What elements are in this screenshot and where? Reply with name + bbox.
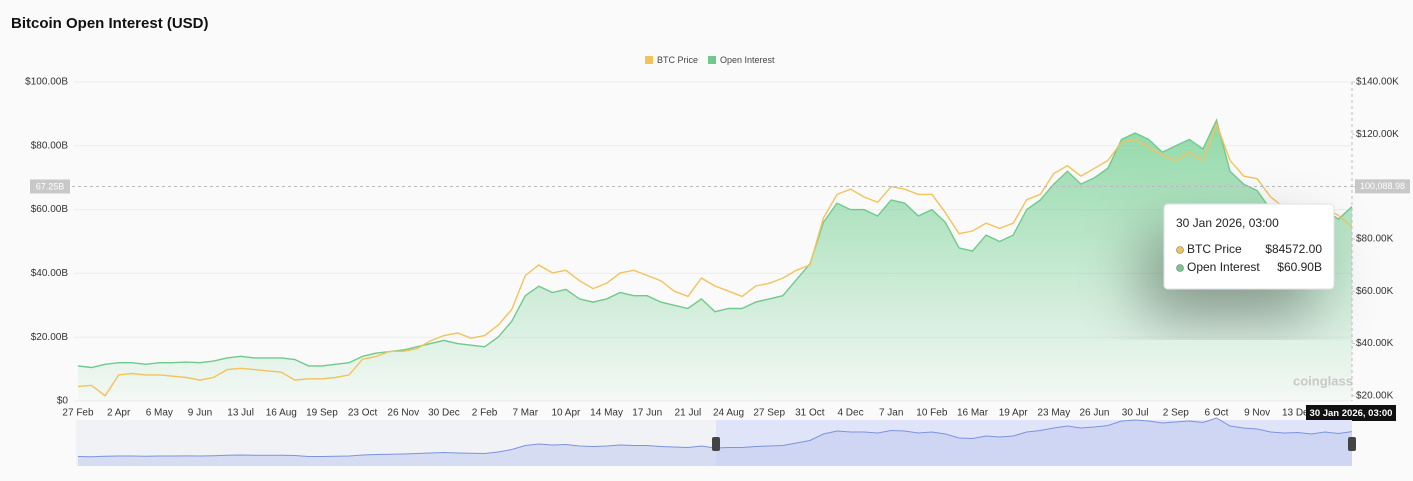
x-tick-label: 19 Sep: [306, 408, 338, 419]
x-tick-label: 30 Jul: [1122, 408, 1149, 419]
x-tick-label: 4 Dec: [837, 408, 863, 419]
y2-tick-label: $40.00K: [1356, 338, 1394, 349]
crosshair-y-box: [30, 179, 70, 194]
legend-swatch: [708, 56, 717, 64]
x-tick-label: 7 Mar: [512, 408, 538, 419]
tooltip-value: $60.90B: [1277, 260, 1322, 274]
x-tick-label: 13 Jul: [227, 408, 254, 419]
y-tick-label: $100.00B: [25, 77, 68, 88]
legend-label: BTC Price: [657, 55, 698, 65]
y2-tick-label: $20.00K: [1356, 390, 1394, 401]
crosshair-y2-label: 100,088.98: [1360, 181, 1405, 191]
x-tick-label: 30 Dec: [428, 408, 460, 419]
line: [77, 121, 1353, 397]
y-tick-label: $60.00B: [31, 204, 69, 215]
crosshair-y2-box: [1355, 179, 1410, 194]
x-tick-label: 23 May: [1037, 408, 1070, 419]
tooltip-name: BTC Price: [1187, 242, 1242, 256]
x-tick-label: 16 Aug: [266, 408, 297, 419]
x-tick-label: 6 Oct: [1205, 408, 1229, 419]
legend-swatch: [645, 56, 653, 64]
x-tick-label: 27 Feb: [62, 408, 94, 419]
y2-tick-label: $120.00K: [1356, 129, 1399, 140]
x-tick-label: 24 Aug: [713, 408, 744, 419]
navigator-area: [78, 418, 1352, 466]
crosshair-y-label: 67.25B: [36, 181, 65, 191]
tooltip-dot: [1176, 264, 1184, 272]
y2-tick-label: $80.00K: [1356, 234, 1394, 245]
x-tick-label: 31 Oct: [795, 408, 825, 419]
tooltip-dot: [1176, 246, 1184, 254]
tooltip-box: [1163, 203, 1335, 290]
area: [78, 120, 1352, 402]
x-tick-label: 17 Jun: [632, 408, 662, 419]
x-tick-label: 10 Apr: [551, 408, 581, 419]
x-tick-label: 9 Nov: [1244, 408, 1270, 419]
y2-tick-label: $140.00K: [1356, 77, 1399, 88]
chart-title: Bitcoin Open Interest (USD): [11, 15, 209, 32]
legend: BTC Price Open Interest: [645, 55, 775, 65]
x-tick-label: 16 Mar: [957, 408, 989, 419]
tooltip-value: $84572.00: [1265, 242, 1322, 256]
x-tick-label: 14 May: [590, 408, 623, 419]
y-tick-label: $80.00B: [31, 140, 69, 151]
x-tick-label: 10 Feb: [916, 408, 948, 419]
line: [77, 118, 1353, 369]
x-tick-label: 13 Dec: [1282, 408, 1314, 419]
tooltip-title: 30 Jan 2026, 03:00: [1176, 216, 1279, 230]
x-tick-label: 2 Apr: [107, 408, 131, 419]
x-tick-label: 19 Apr: [999, 408, 1029, 419]
legend-label: Open Interest: [720, 55, 775, 65]
watermark: coinglass: [1293, 373, 1353, 388]
y-tick-label: $40.00B: [31, 268, 69, 279]
crosshair-x-label: 30 Jan 2026, 03:00: [1310, 408, 1393, 419]
navigator-handle[interactable]: [1348, 437, 1356, 451]
tooltip-name: Open Interest: [1187, 260, 1260, 274]
tooltip: 30 Jan 2026, 03:00 BTC Price $84572.00 Open…: [1163, 203, 1335, 290]
x-tick-label: 9 Jun: [188, 408, 212, 419]
y-tick-label: $0: [57, 396, 69, 407]
x-tick-label: 21 Jul: [675, 408, 702, 419]
x-tick-label: 26 Jun: [1079, 408, 1109, 419]
navigator-handle[interactable]: [712, 437, 720, 451]
x-tick-label: 2 Sep: [1163, 408, 1190, 419]
x-tick-label: 6 May: [146, 408, 173, 419]
y-tick-label: $20.00B: [31, 332, 69, 343]
crosshair-x-box: [1306, 405, 1396, 421]
y2-tick-label: $60.00K: [1356, 286, 1394, 297]
x-tick-label: 23 Oct: [348, 408, 378, 419]
x-tick-label: 7 Jan: [879, 408, 903, 419]
x-tick-label: 2 Feb: [472, 408, 498, 419]
x-tick-label: 26 Nov: [387, 408, 419, 419]
x-tick-label: 27 Sep: [753, 408, 785, 419]
